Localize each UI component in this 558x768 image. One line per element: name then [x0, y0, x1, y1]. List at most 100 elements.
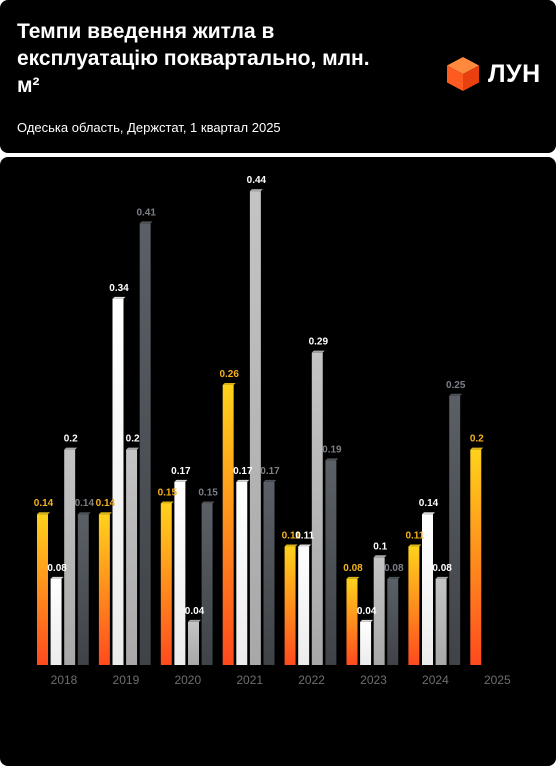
data-label-2019-q2: 0.34: [109, 283, 129, 294]
data-label-2018-q2: 0.08: [47, 563, 67, 574]
bar-cap-2022-q1: [284, 544, 298, 547]
data-label-2024-q1: 0.11: [405, 531, 424, 542]
chart-panel: 0.14 0.08 0.2 0.14 0.14 0.34 0.2 0.41 0.15 0.17 0.…: [0, 157, 556, 766]
data-label-2022-q2: 0.11: [295, 531, 314, 542]
bar-cap-2018-q4: [77, 512, 91, 515]
bar-cap-2020-q4: [201, 501, 215, 504]
bar-side-2022-q1: [295, 544, 298, 665]
bar-side-2025-q1: [481, 447, 484, 665]
data-label-2020-q2: 0.17: [171, 466, 191, 477]
data-label-2019-q4: 0.41: [136, 207, 156, 218]
bar-cap-2025-q1: [470, 447, 484, 450]
bar-2018-q2: [50, 578, 62, 665]
bar-side-2023-q4: [398, 576, 401, 665]
bar-cap-2021-q2: [236, 479, 250, 482]
bar-cap-2020-q2: [174, 479, 188, 482]
bar-2020-q1: [160, 503, 172, 665]
bar-side-2020-q2: [185, 479, 188, 665]
bar-side-2019-q3: [137, 447, 140, 665]
page-subtitle: Одеська область, Держстат, 1 квартал 202…: [17, 120, 281, 135]
bar-cap-2022-q2: [298, 544, 312, 547]
data-label-2020-q1: 0.15: [158, 487, 178, 498]
data-label-2018-q3: 0.2: [64, 434, 78, 445]
data-label-2023-q4: 0.08: [384, 563, 404, 574]
data-label-2018-q4: 0.14: [75, 498, 95, 509]
bar-2021-q3: [249, 191, 261, 665]
bar-side-2022-q2: [309, 544, 312, 665]
bar-2023-q4: [387, 578, 399, 665]
bar-cap-2018-q3: [64, 447, 78, 450]
bar-side-2021-q1: [233, 382, 236, 665]
bar-side-2020-q1: [171, 501, 174, 665]
bar-side-2019-q2: [123, 296, 126, 665]
bar-2022-q3: [311, 352, 323, 665]
bar-cap-2024-q4: [449, 393, 463, 396]
bar-cap-2019-q2: [112, 296, 126, 299]
bar-2021-q4: [263, 481, 275, 665]
bar-side-2022-q3: [322, 350, 325, 665]
bar-side-2018-q4: [88, 512, 91, 665]
bar-side-2018-q1: [48, 512, 50, 665]
x-tick-label-2025: 2025: [484, 673, 511, 687]
bar-side-2018-q2: [61, 576, 64, 665]
bar-side-2023-q1: [357, 576, 360, 665]
bar-2018-q4: [77, 514, 89, 665]
header-panel: Темпи введення житла в експлуатацію покв…: [0, 0, 556, 153]
bar-side-2022-q4: [336, 458, 339, 665]
bar-side-2021-q4: [274, 479, 277, 665]
bar-cap-2023-q1: [346, 576, 360, 579]
bar-side-2024-q1: [419, 544, 422, 665]
data-label-2021-q4: 0.17: [260, 466, 280, 477]
bar-2020-q2: [174, 481, 186, 665]
bar-side-2023-q2: [371, 619, 374, 665]
data-label-2020-q3: 0.04: [185, 606, 205, 617]
bar-2020-q4: [201, 503, 213, 665]
bar-cap-2023-q4: [387, 576, 401, 579]
bar-chart: 0.140.080.20.14 0.140.340.20.410.150.170.…: [34, 175, 511, 687]
data-label-2022-q4: 0.19: [322, 444, 342, 455]
bar-side-2024-q2: [433, 512, 435, 665]
bar-cap-2021-q3: [249, 189, 263, 192]
bar-2018-q3: [64, 449, 76, 665]
bar-cap-2023-q3: [373, 555, 387, 558]
bar-cap-2022-q3: [311, 350, 325, 353]
data-label-2023-q1: 0.08: [343, 563, 363, 574]
orange-cube-icon: [447, 57, 479, 91]
bar-cap-2019-q1: [98, 512, 112, 515]
bar-2023-q3: [373, 557, 385, 665]
x-tick-label-2021: 2021: [236, 673, 263, 687]
bar-side-2024-q3: [446, 576, 449, 665]
x-tick-label-2023: 2023: [360, 673, 387, 687]
bar-side-2021-q3: [260, 189, 263, 665]
brand-logo: ЛУН: [446, 56, 541, 92]
bar-2020-q3: [188, 621, 199, 665]
bar-cap-2018-q2: [50, 576, 64, 579]
bar-2022-q4: [325, 460, 337, 665]
bar-2021-q2: [236, 481, 248, 665]
bar-2019-q3: [126, 449, 138, 665]
bar-side-2019-q4: [150, 221, 153, 665]
bar-cap-2021-q4: [263, 479, 277, 482]
data-label-2021-q1: 0.26: [219, 369, 239, 380]
data-label-2024-q2: 0.14: [419, 498, 439, 509]
bar-2024-q4: [449, 395, 461, 665]
bar-2024-q2: [422, 514, 433, 665]
bar-2024-q3: [435, 578, 447, 665]
bar-2024-q1: [408, 546, 420, 665]
bar-side-2019-q1: [109, 512, 112, 665]
x-tick-label-2018: 2018: [51, 673, 78, 687]
bar-2021-q1: [222, 384, 234, 665]
data-label-2018-q1: 0.14: [34, 498, 54, 509]
page-title: Темпи введення житла в експлуатацію покв…: [17, 20, 370, 97]
bar-2019-q4: [139, 223, 151, 665]
bar-side-2021-q2: [247, 479, 250, 665]
data-label-2024-q4: 0.25: [446, 380, 466, 391]
data-label-2021-q3: 0.44: [247, 175, 267, 186]
bar-2025-q1: [470, 449, 482, 665]
bar-cap-2019-q3: [126, 447, 140, 450]
bar-side-2020-q4: [212, 501, 215, 665]
x-tick-label-2019: 2019: [113, 673, 140, 687]
bar-cap-2023-q2: [360, 619, 374, 622]
bar-2023-q2: [360, 621, 372, 665]
data-label-2023-q2: 0.04: [357, 606, 377, 617]
